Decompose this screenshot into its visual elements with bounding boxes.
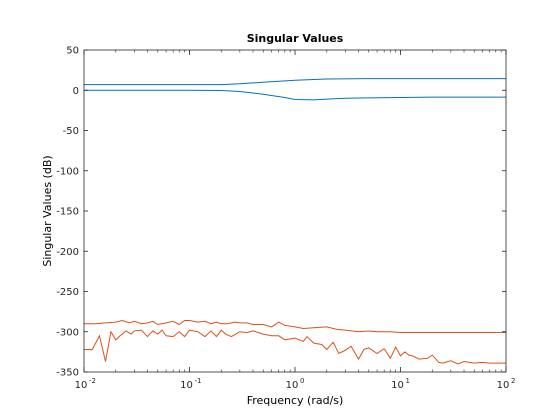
y-tick-label: -350 [56, 368, 79, 379]
x-tick-exponent: -2 [89, 377, 96, 385]
y-tick-label: 0 [73, 86, 79, 97]
plot-area[interactable] [84, 50, 506, 372]
y-axis-label: Singular Values (dB) [41, 155, 54, 266]
series-line-1 [84, 78, 506, 86]
x-tick-exponent: -1 [195, 377, 202, 385]
y-tick-label: -200 [56, 247, 79, 258]
x-tick-label: 10 [286, 380, 299, 391]
series-line-3 [84, 319, 506, 334]
series-line-2 [84, 89, 506, 101]
x-tick-label: 10 [75, 380, 88, 391]
y-tick-label: -150 [56, 207, 79, 218]
x-tick-label: 10 [180, 380, 193, 391]
x-tick-exponent: 0 [300, 377, 304, 385]
series-layer [84, 78, 506, 365]
x-tick-label: 10 [497, 380, 510, 391]
y-tick-label: -50 [63, 126, 79, 137]
y-tick-label: 50 [66, 46, 79, 57]
x-tick-label: 10 [391, 380, 404, 391]
x-tick-exponent: 2 [511, 377, 515, 385]
series-line-4 [84, 329, 506, 365]
x-tick-exponent: 1 [406, 377, 410, 385]
x-axis-label: Frequency (rad/s) [247, 394, 344, 407]
y-tick-label: -300 [56, 327, 79, 338]
y-tick-label: -250 [56, 287, 79, 298]
y-tick-label: -100 [56, 166, 79, 177]
chart-title: Singular Values [247, 32, 344, 45]
